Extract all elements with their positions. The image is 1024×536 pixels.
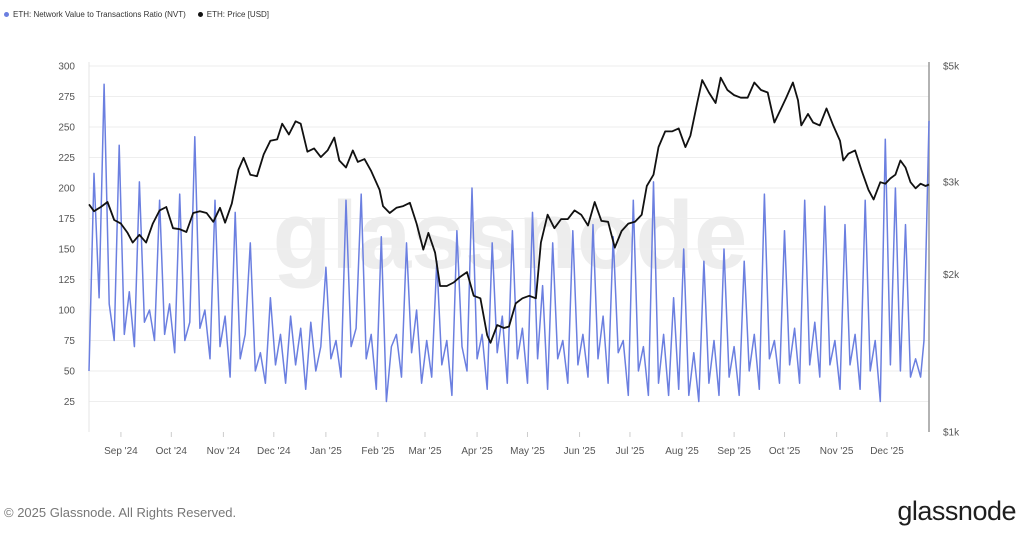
y-tick-label: 250 — [58, 123, 75, 134]
nvt-price-chart: glassnode Sep '24 Oct '24 Nov '24 Dec '24 Ja… — [58, 62, 960, 458]
x-tick-label: Oct '24 — [156, 446, 188, 457]
x-tick-label: Jan '25 — [310, 446, 342, 457]
right-tick-label: $2k — [943, 270, 960, 281]
y-tick-label: 125 — [58, 275, 75, 286]
y-tick-label: 50 — [64, 367, 76, 378]
x-tick-label: Dec '25 — [870, 446, 904, 457]
x-tick-label: Sep '24 — [104, 446, 138, 457]
y-tick-label: 25 — [64, 397, 76, 408]
x-tick-label: Jul '25 — [616, 446, 645, 457]
x-tick-label: Oct '25 — [769, 446, 801, 457]
y-tick-label: 275 — [58, 92, 75, 103]
price-series-line — [88, 76, 930, 344]
x-tick-label: Sep '25 — [717, 446, 751, 457]
right-tick-label: $3k — [943, 178, 960, 189]
x-tick-label: Dec '24 — [257, 446, 291, 457]
legend-dot-nvt — [4, 12, 9, 17]
chart-legend: ETH: Network Value to Transactions Ratio… — [4, 10, 269, 19]
y-tick-label: 225 — [58, 153, 75, 164]
x-tick-label: Aug '25 — [665, 446, 699, 457]
y-tick-label: 175 — [58, 214, 75, 225]
right-tick-label: $5k — [943, 62, 960, 73]
x-tick-label: Nov '24 — [207, 446, 241, 457]
y-tick-label: 100 — [58, 306, 75, 317]
legend-item-price[interactable]: ETH: Price [USD] — [197, 10, 270, 19]
x-tick-label: Nov '25 — [820, 446, 854, 457]
nvt-series-line — [88, 83, 930, 403]
left-axis: 300 275 250 225 200 175 150 125 100 75 50 25 — [58, 62, 75, 409]
y-tick-label: 200 — [58, 184, 75, 195]
right-axis: $5k $3k $2k $1k — [943, 62, 960, 439]
y-tick-label: 75 — [64, 336, 76, 347]
x-tick-label: Feb '25 — [361, 446, 394, 457]
x-tick-label: Jun '25 — [564, 446, 596, 457]
x-tick-label: May '25 — [510, 446, 545, 457]
watermark: glassnode — [273, 182, 748, 289]
right-tick-label: $1k — [943, 428, 960, 439]
copyright-text: © 2025 Glassnode. All Rights Reserved. — [4, 505, 237, 520]
legend-item-nvt[interactable]: ETH: Network Value to Transactions Ratio… — [4, 10, 186, 19]
legend-dot-price — [197, 12, 203, 17]
legend-label-price: ETH: Price [USD] — [206, 10, 270, 19]
series-lines — [88, 76, 930, 403]
y-tick-label: 150 — [58, 245, 75, 256]
x-tick-label: Mar '25 — [408, 446, 441, 457]
x-axis: Sep '24 Oct '24 Nov '24 Dec '24 Jan '25 Feb '… — [104, 432, 904, 457]
legend-label-nvt: ETH: Network Value to Transactions Ratio… — [13, 10, 186, 19]
y-tick-label: 300 — [58, 62, 75, 73]
x-tick-label: Apr '25 — [461, 446, 493, 457]
glassnode-logo: glassnode — [897, 496, 1016, 526]
